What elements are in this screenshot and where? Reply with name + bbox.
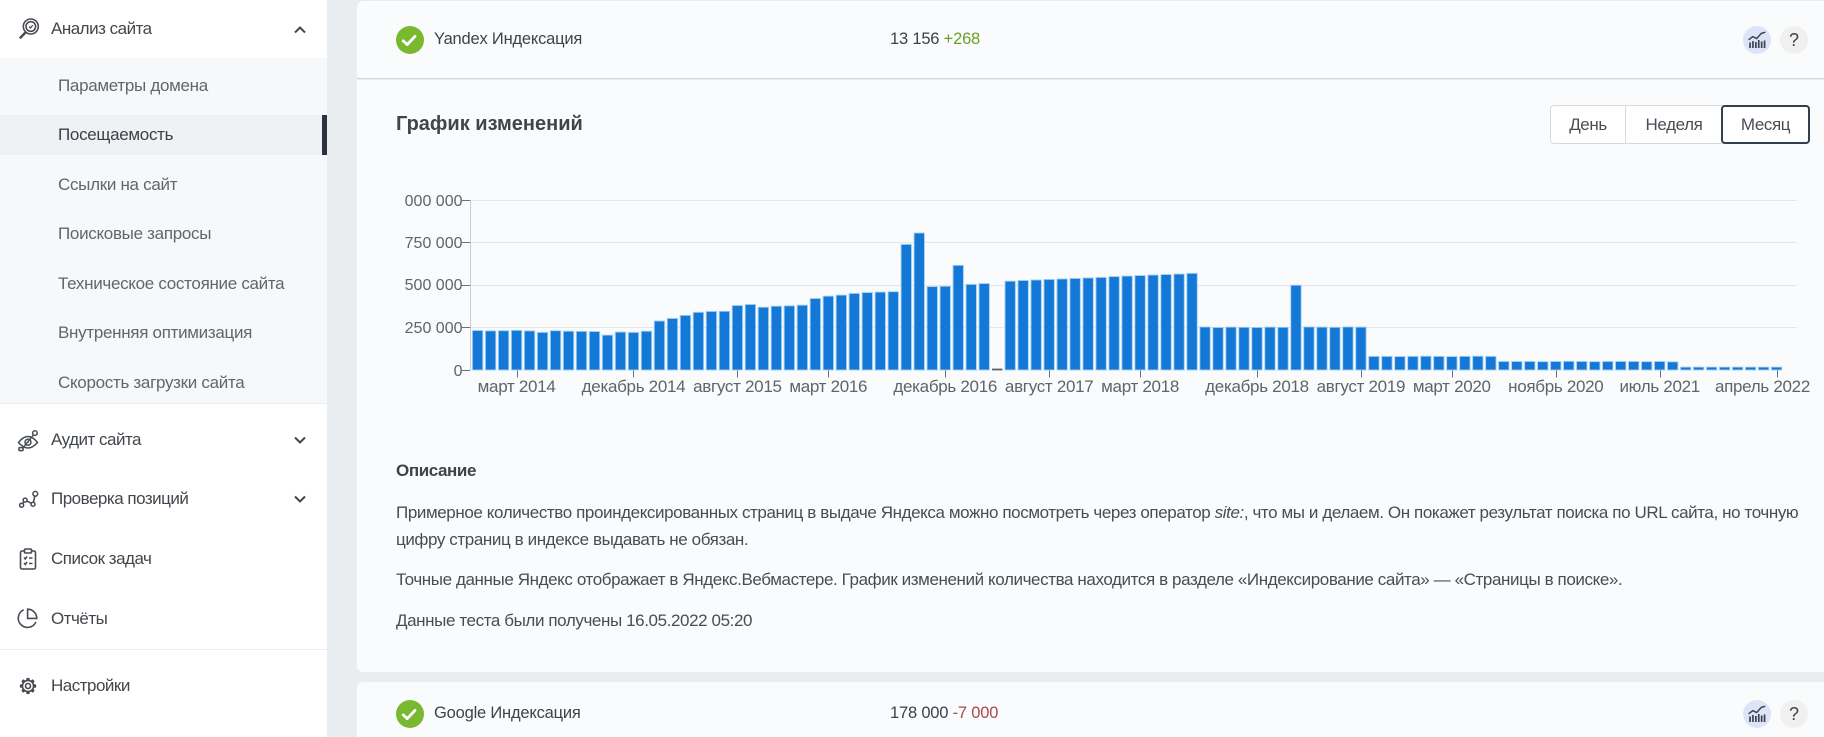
svg-text:000 000: 000 000 bbox=[405, 193, 463, 210]
svg-text:500 000: 500 000 bbox=[405, 277, 463, 294]
svg-text:250 000: 250 000 bbox=[405, 320, 463, 337]
svg-text:декабрь 2018: декабрь 2018 bbox=[1205, 377, 1309, 396]
svg-text:март 2018: март 2018 bbox=[1101, 377, 1179, 396]
svg-text:август 2019: август 2019 bbox=[1317, 377, 1406, 396]
svg-text:0: 0 bbox=[454, 363, 463, 380]
svg-text:июль 2021: июль 2021 bbox=[1619, 377, 1700, 396]
svg-text:март 2014: март 2014 bbox=[478, 377, 556, 396]
svg-text:декабрь 2014: декабрь 2014 bbox=[582, 377, 686, 396]
svg-text:март 2020: март 2020 bbox=[1413, 377, 1491, 396]
svg-text:август 2017: август 2017 bbox=[1005, 377, 1094, 396]
svg-text:750 000: 750 000 bbox=[405, 235, 463, 252]
svg-text:август 2015: август 2015 bbox=[693, 377, 782, 396]
svg-text:март 2016: март 2016 bbox=[789, 377, 867, 396]
svg-text:ноябрь 2020: ноябрь 2020 bbox=[1508, 377, 1603, 396]
svg-text:апрель 2022: апрель 2022 bbox=[1715, 377, 1810, 396]
svg-text:декабрь 2016: декабрь 2016 bbox=[893, 377, 997, 396]
